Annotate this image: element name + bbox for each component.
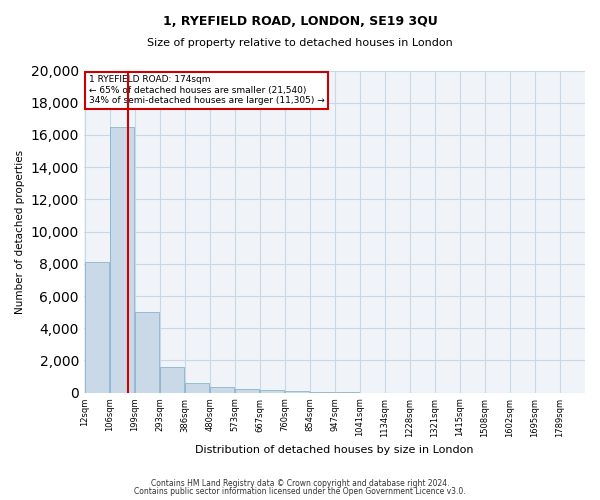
- Text: Contains HM Land Registry data © Crown copyright and database right 2024.: Contains HM Land Registry data © Crown c…: [151, 478, 449, 488]
- Bar: [185, 383, 209, 392]
- Bar: [260, 390, 284, 392]
- Bar: [210, 387, 234, 392]
- Text: Contains public sector information licensed under the Open Government Licence v3: Contains public sector information licen…: [134, 487, 466, 496]
- Bar: [135, 312, 159, 392]
- Text: 1 RYEFIELD ROAD: 174sqm
← 65% of detached houses are smaller (21,540)
34% of sem: 1 RYEFIELD ROAD: 174sqm ← 65% of detache…: [89, 76, 325, 105]
- Y-axis label: Number of detached properties: Number of detached properties: [15, 150, 25, 314]
- Text: 1, RYEFIELD ROAD, LONDON, SE19 3QU: 1, RYEFIELD ROAD, LONDON, SE19 3QU: [163, 15, 437, 28]
- Bar: [160, 367, 184, 392]
- X-axis label: Distribution of detached houses by size in London: Distribution of detached houses by size …: [195, 445, 473, 455]
- Bar: [110, 127, 134, 392]
- Text: Size of property relative to detached houses in London: Size of property relative to detached ho…: [147, 38, 453, 48]
- Bar: [85, 262, 109, 392]
- Bar: [235, 390, 259, 392]
